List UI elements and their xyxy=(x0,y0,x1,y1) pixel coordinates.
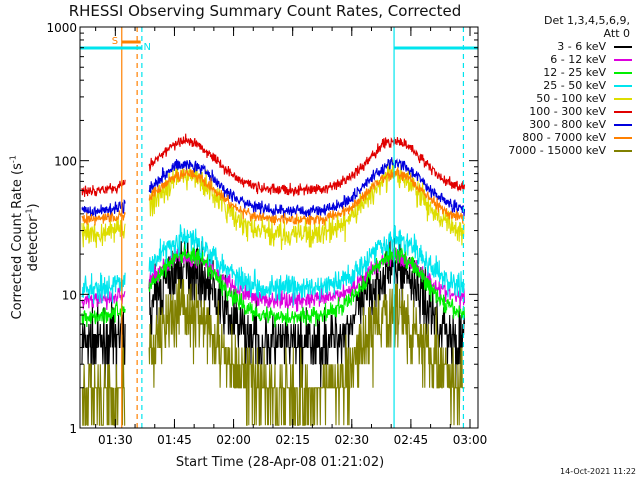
legend-swatch xyxy=(614,98,632,100)
legend-label: 50 - 100 keV xyxy=(536,92,606,105)
legend-entry: 3 - 6 keV xyxy=(476,40,632,53)
timestamp: 14-Oct-2021 11:22 xyxy=(560,467,636,476)
y-tick-label: 10 xyxy=(62,288,77,302)
legend-entry: 7000 - 15000 keV xyxy=(476,144,632,157)
night-flag-label: N xyxy=(143,42,150,53)
series-line-50-100-kev xyxy=(81,159,465,251)
y-tick-label: 1 xyxy=(69,422,77,436)
x-tick-label: 02:15 xyxy=(275,433,310,447)
series-line-100-300-kev xyxy=(81,133,466,197)
x-tick-label: 02:00 xyxy=(216,433,251,447)
legend-swatch xyxy=(614,85,632,87)
y-axis-label: Corrected Count Rate (s-1 detector-1) xyxy=(8,155,42,320)
series-line-800-7000-kev xyxy=(81,167,465,226)
legend-swatch xyxy=(614,59,632,61)
legend-swatch xyxy=(614,111,632,113)
legend-entry: 6 - 12 keV xyxy=(476,53,632,66)
x-tick-label: 01:30 xyxy=(98,433,133,447)
legend-label: 3 - 6 keV xyxy=(557,40,606,53)
series-line-25-50-kev xyxy=(81,224,466,306)
legend-entry: 300 - 800 keV xyxy=(476,118,632,131)
y-tick-label: 100 xyxy=(54,155,77,169)
legend-header-attenuator: Att 0 xyxy=(603,27,630,40)
series-line-300-800-kev xyxy=(81,157,466,219)
x-axis-label: Start Time (28-Apr-08 01:21:02) xyxy=(175,455,385,470)
legend-swatch xyxy=(614,72,632,74)
legend-entry: 25 - 50 keV xyxy=(476,79,632,92)
legend-swatch xyxy=(614,137,632,139)
legend-swatch xyxy=(614,124,632,126)
legend-label: 7000 - 15000 keV xyxy=(508,144,606,157)
legend-swatch xyxy=(614,46,632,48)
x-tick-label: 02:30 xyxy=(334,433,369,447)
legend-entry: 800 - 7000 keV xyxy=(476,131,632,144)
legend-header-detectors: Det 1,3,4,5,6,9, xyxy=(543,14,630,27)
plot-frame xyxy=(79,26,479,429)
legend-label: 25 - 50 keV xyxy=(543,79,606,92)
legend-label: 800 - 7000 keV xyxy=(522,131,606,144)
series-line-12-25-kev xyxy=(81,244,466,328)
legend-label: 12 - 25 keV xyxy=(543,66,606,79)
x-tick-label: 01:45 xyxy=(157,433,192,447)
legend-label: 100 - 300 keV xyxy=(529,105,606,118)
legend-swatch xyxy=(614,150,632,152)
series-line-7000-15000-kev xyxy=(81,279,465,426)
legend-label: 300 - 800 keV xyxy=(529,118,606,131)
legend-entry: 100 - 300 keV xyxy=(476,105,632,118)
x-tick-label: 03:00 xyxy=(453,433,488,447)
saa-flag-label: S xyxy=(112,36,118,47)
legend-entry: 12 - 25 keV xyxy=(476,66,632,79)
legend-label: 6 - 12 keV xyxy=(550,53,606,66)
x-tick-label: 02:45 xyxy=(394,433,429,447)
y-tick-label: 1000 xyxy=(46,21,77,35)
chart-title: RHESSI Observing Summary Count Rates, Co… xyxy=(68,2,462,20)
legend-entry: 50 - 100 keV xyxy=(476,92,632,105)
